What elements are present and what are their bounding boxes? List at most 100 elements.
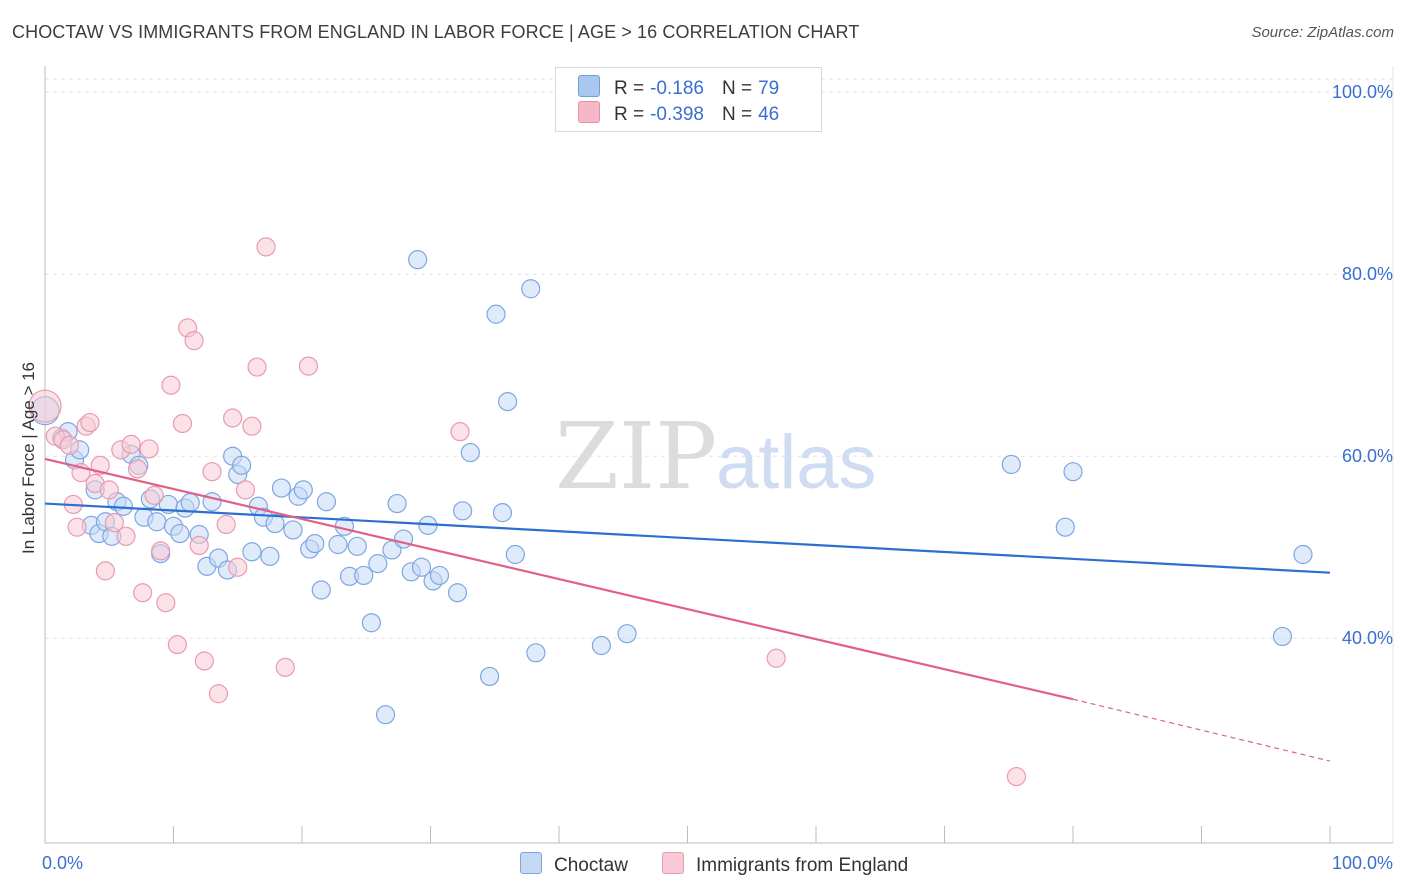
england-point xyxy=(99,480,119,500)
y-tick-label: 80.0% xyxy=(1342,264,1393,284)
choctaw-point xyxy=(147,512,167,532)
y-tick-label: 40.0% xyxy=(1342,628,1393,648)
legend-n-value: 46 xyxy=(758,104,780,125)
watermark: ZIP atlas xyxy=(555,403,877,510)
legend-r-value: -0.186 xyxy=(650,78,704,99)
england-point xyxy=(133,583,153,603)
england-point xyxy=(184,331,204,351)
legend-swatch-choctaw xyxy=(578,75,600,97)
england-point xyxy=(235,480,256,500)
choctaw-point xyxy=(260,546,280,566)
trend-lines xyxy=(44,457,1331,762)
choctaw-point xyxy=(1272,626,1293,647)
choctaw-point xyxy=(316,492,337,512)
england-point xyxy=(127,459,148,479)
choctaw-point xyxy=(328,534,348,555)
choctaw-point xyxy=(361,613,381,633)
choctaw-point xyxy=(1001,454,1021,475)
choctaw-point xyxy=(492,503,513,523)
trend-line-england-dashed xyxy=(1072,698,1331,762)
choctaw-point xyxy=(460,442,480,463)
england-point xyxy=(247,357,267,377)
england-point xyxy=(766,648,786,668)
choctaw-point xyxy=(521,279,541,299)
england-point xyxy=(194,651,214,671)
legend-row-choctaw: R = -0.186 N = 79 xyxy=(578,75,779,101)
england-point xyxy=(104,513,124,533)
bottom-legend-choctaw: Choctaw xyxy=(520,852,628,877)
x-tick-label-max: 100.0% xyxy=(1332,853,1393,873)
bottom-legend-label: Choctaw xyxy=(554,855,628,876)
choctaw-point xyxy=(1055,517,1075,537)
trend-line-choctaw xyxy=(44,502,1331,574)
choctaw-point xyxy=(265,513,285,534)
choctaw-point xyxy=(113,496,133,516)
england-point xyxy=(242,416,262,436)
england-point xyxy=(121,434,141,454)
axes xyxy=(44,66,1394,844)
england-point xyxy=(156,593,176,613)
trend-line-england xyxy=(44,457,1074,701)
legend-n-label: N = xyxy=(721,104,753,125)
england-point xyxy=(223,408,243,428)
bottom-legend-label: Immigrants from England xyxy=(696,855,909,876)
england-point xyxy=(144,485,164,505)
legend-r-label: R = xyxy=(614,104,645,125)
bottom-legend-england: Immigrants from England xyxy=(662,852,908,877)
choctaw-point xyxy=(283,520,303,540)
choctaw-point xyxy=(408,250,428,270)
axis-labels: 40.0% 60.0% 80.0% 100.0% 0.0% 100.0% In Labor … xyxy=(19,82,1393,873)
bottom-legend-swatch-choctaw xyxy=(520,852,542,874)
england-point xyxy=(1006,766,1027,787)
choctaw-point xyxy=(180,493,200,513)
legend-r-label: R = xyxy=(614,78,645,99)
england-point xyxy=(28,389,62,423)
england-point xyxy=(167,635,187,655)
watermark-atlas: atlas xyxy=(716,420,877,505)
choctaw-point xyxy=(170,523,190,544)
choctaw-point xyxy=(305,533,325,554)
england-point xyxy=(189,535,209,556)
legend-n-label: N = xyxy=(721,78,753,99)
choctaw-point xyxy=(486,304,506,324)
choctaw-point xyxy=(387,493,407,514)
y-axis-label: In Labor Force | Age > 16 xyxy=(19,362,38,554)
choctaw-point xyxy=(591,635,612,656)
y-tick-label: 100.0% xyxy=(1332,82,1393,102)
england-point xyxy=(172,413,193,434)
england-point xyxy=(95,561,115,581)
choctaw-point xyxy=(429,565,450,586)
x-tick-label-min: 0.0% xyxy=(42,853,83,873)
choctaw-point xyxy=(311,580,331,600)
england-point xyxy=(161,375,181,395)
choctaw-point xyxy=(453,501,473,521)
england-point xyxy=(139,439,159,459)
choctaw-point xyxy=(232,455,252,475)
england-point xyxy=(59,435,80,455)
england-point xyxy=(256,237,276,257)
england-point xyxy=(151,541,171,561)
choctaw-point xyxy=(505,544,525,565)
correlation-legend: R = -0.186 N = 79 R = -0.398 N = 46 xyxy=(555,67,822,132)
choctaw-point xyxy=(1063,462,1083,482)
choctaw-point xyxy=(347,536,367,556)
legend-n-value: 79 xyxy=(758,78,780,99)
y-tick-label: 60.0% xyxy=(1342,446,1393,466)
choctaw-point xyxy=(480,666,500,687)
series-england xyxy=(28,237,1027,787)
england-point xyxy=(450,422,470,442)
choctaw-point xyxy=(617,624,637,644)
choctaw-point xyxy=(447,583,468,603)
bottom-legend-swatch-england xyxy=(662,852,684,874)
england-point xyxy=(208,684,229,704)
choctaw-point xyxy=(293,480,313,500)
england-point xyxy=(216,514,236,535)
legend-row-england: R = -0.398 N = 46 xyxy=(578,101,779,127)
choctaw-point xyxy=(242,542,262,562)
choctaw-point xyxy=(354,565,374,586)
choctaw-point xyxy=(271,478,292,498)
choctaw-point xyxy=(498,392,518,412)
choctaw-point xyxy=(526,643,546,663)
source-label: Source: ZipAtlas.com xyxy=(1251,24,1394,41)
chart-title: CHOCTAW VS IMMIGRANTS FROM ENGLAND IN LA… xyxy=(12,22,860,42)
